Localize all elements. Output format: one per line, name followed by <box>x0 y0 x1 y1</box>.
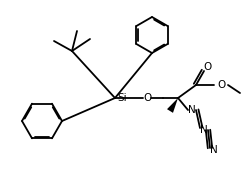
Text: N: N <box>188 105 196 115</box>
Text: O: O <box>217 80 225 90</box>
Text: N: N <box>200 125 208 135</box>
Text: O: O <box>203 62 211 72</box>
Text: Si: Si <box>117 93 127 103</box>
Text: O: O <box>143 93 151 103</box>
Text: N: N <box>210 145 218 155</box>
Polygon shape <box>167 98 178 113</box>
